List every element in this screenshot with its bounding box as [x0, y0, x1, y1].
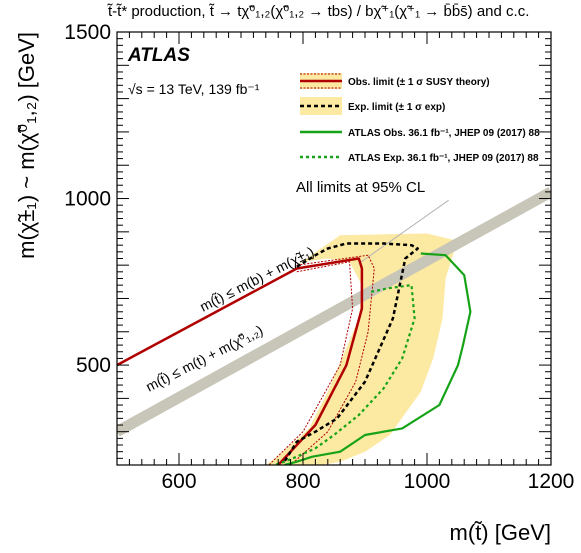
- kinematic-limit-band: [117, 187, 551, 437]
- x-tick-label: 800: [285, 470, 320, 493]
- diag-upper-label: m(t̃) ≤ m(b) + m(χ̃±₁): [197, 243, 316, 314]
- plot-area: [117, 187, 551, 465]
- x-axis-label: m(t̃) [GeV]: [450, 520, 551, 545]
- cl-guide-line: [358, 199, 449, 264]
- y-tick-label: 500: [76, 354, 111, 377]
- legend-label-atlas-obs: ATLAS Obs. 36.1 fb⁻¹, JHEP 09 (2017) 88: [348, 128, 540, 139]
- atlas-label: ATLAS: [127, 45, 190, 66]
- series-line-2: [268, 261, 354, 465]
- y-tick-label: 1500: [64, 21, 111, 44]
- x-tick-label: 1000: [404, 470, 451, 493]
- x-tick-label: 600: [161, 470, 196, 493]
- chart-title: t̃-t̃* production, t̃ → tχ̃⁰₁,₂(χ̃⁰₁,₂ →…: [106, 3, 529, 20]
- series-line-0: [117, 257, 364, 465]
- axis-ticks: [116, 31, 552, 466]
- legend-label-exp: Exp. limit (± 1 σ exp): [348, 102, 445, 113]
- legend-label-obs: Obs. limit (± 1 σ SUSY theory): [348, 77, 490, 88]
- series-line-6: [284, 252, 472, 465]
- series-line-7: [274, 284, 416, 465]
- x-tick-label: 1200: [528, 470, 575, 493]
- plot-frame: [116, 31, 552, 466]
- series-line-3: [283, 242, 419, 463]
- legend-label-atlas-exp: ATLAS Exp. 36.1 fb⁻¹, JHEP 09 (2017) 88: [348, 153, 539, 164]
- cl-annotation: All limits at 95% CL: [296, 179, 425, 196]
- energy-luminosity-label: √s = 13 TeV, 139 fb⁻¹: [128, 81, 260, 97]
- series-lines: [117, 242, 472, 465]
- tick-labels: 600 800 1000 1200 500 1000 1500: [64, 21, 574, 493]
- y-tick-label: 1000: [64, 188, 111, 211]
- series-line-1: [290, 254, 375, 465]
- y-axis-label: m(χ̃±₁) ~ m(χ̃⁰₁,₂) [GeV]: [14, 32, 39, 259]
- legend: Obs. limit (± 1 σ SUSY theory) Exp. limi…: [300, 73, 540, 164]
